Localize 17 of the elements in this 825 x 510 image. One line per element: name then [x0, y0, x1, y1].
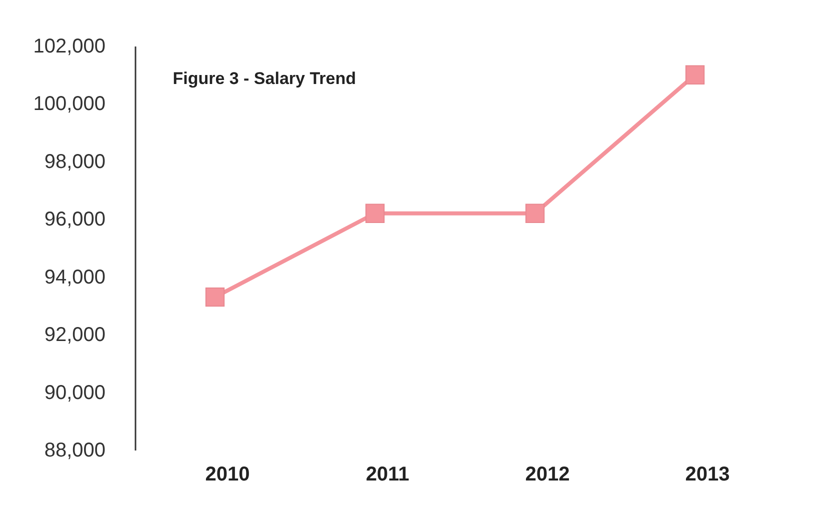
- y-tick-label: 98,000: [44, 150, 106, 173]
- y-tick-label: 90,000: [44, 382, 106, 404]
- text: Figure 3 - Salary Trend: [172, 69, 356, 88]
- y-tick-label: 100,000: [33, 93, 106, 116]
- point: [525, 204, 545, 223]
- point: [685, 65, 705, 84]
- y-tick-label: 94,000: [44, 266, 106, 288]
- point: [205, 287, 225, 307]
- y-tick-label: 102,000: [33, 36, 106, 58]
- x-tick-label: 2011: [366, 464, 410, 486]
- x-tick-label: 2010: [205, 464, 250, 486]
- point: [365, 204, 385, 223]
- x-tick-label: 2012: [525, 464, 570, 486]
- x-tick-label: 2013: [685, 464, 730, 486]
- y-tick-label: 88,000: [44, 440, 106, 462]
- y-tick-label: 92,000: [44, 324, 106, 346]
- y-tick-label: 96,000: [44, 208, 106, 231]
